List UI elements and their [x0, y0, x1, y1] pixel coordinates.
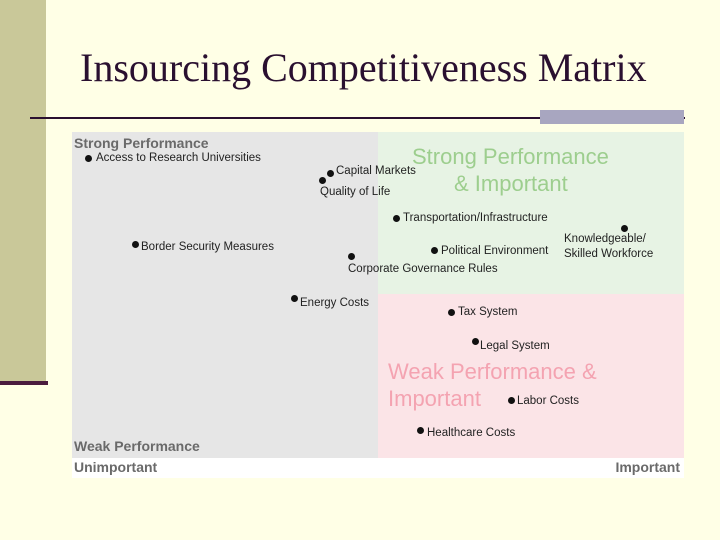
- item-label: Legal System: [480, 340, 550, 352]
- quadrant-label-line: Weak Performance &: [388, 359, 597, 384]
- unimportant-zone: [72, 132, 378, 458]
- item-point: [290, 294, 298, 302]
- sidebar-accent-bar: [0, 381, 48, 385]
- y-axis-top-label: Strong Performance: [74, 135, 209, 151]
- item-label: Quality of Life: [320, 186, 391, 198]
- item-point: [326, 169, 334, 177]
- sidebar-decoration: [0, 0, 46, 383]
- item-label: Transportation/Infrastructure: [403, 212, 548, 224]
- item-label: Political Environment: [441, 245, 549, 257]
- item-label: Border Security Measures: [141, 241, 274, 253]
- weak-important-zone: [378, 294, 684, 458]
- item-point: [84, 154, 92, 162]
- item-point: [471, 337, 479, 345]
- quadrant-label-line: Strong Performance: [412, 144, 609, 169]
- item-label: Capital Markets: [336, 165, 416, 177]
- y-axis-bottom-label: Weak Performance: [74, 438, 200, 454]
- item-point: [447, 308, 455, 316]
- title-divider-accent: [540, 110, 684, 124]
- slide-title: Insourcing Competitiveness Matrix: [80, 45, 647, 90]
- quadrant-label-strong-important: Strong Performance & Important: [412, 143, 609, 197]
- item-label: Knowledgeable/ Skilled Workforce: [564, 233, 654, 260]
- competitiveness-matrix: Strong Performance Weak Performance Unim…: [72, 132, 684, 478]
- item-point: [416, 426, 424, 434]
- item-label: Healthcare Costs: [427, 427, 516, 439]
- item-label: Access to Research Universities: [96, 152, 261, 164]
- quadrant-label-line: Important: [388, 386, 481, 411]
- item-label: Corporate Governance Rules: [348, 263, 498, 275]
- item-point: [318, 176, 326, 184]
- item-point: [131, 240, 139, 248]
- item-label: Tax System: [458, 306, 518, 318]
- item-label: Labor Costs: [517, 395, 580, 407]
- x-axis-right-label: Important: [615, 459, 680, 475]
- item-point: [392, 214, 400, 222]
- item-point: [430, 246, 438, 254]
- item-label: Energy Costs: [300, 297, 370, 309]
- quadrant-label-weak-important: Weak Performance & Important: [388, 358, 597, 412]
- title-divider: [30, 117, 685, 119]
- x-axis-left-label: Unimportant: [74, 459, 158, 475]
- item-point: [507, 396, 515, 404]
- item-point: [347, 252, 355, 260]
- strong-important-zone: [378, 132, 684, 294]
- item-point: [620, 224, 628, 232]
- quadrant-label-line: & Important: [454, 171, 568, 196]
